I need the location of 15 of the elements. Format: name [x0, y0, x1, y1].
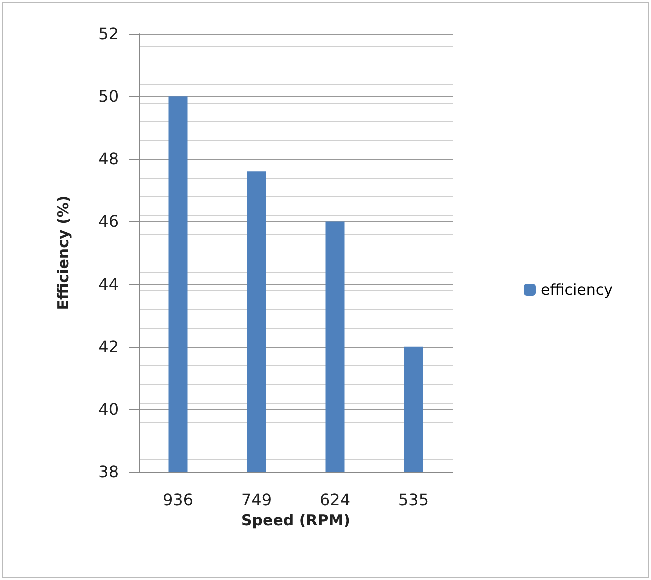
x-tick-label: 535: [398, 490, 430, 510]
y-tick-label: 42: [98, 337, 119, 356]
x-tick-label: 749: [241, 490, 272, 510]
y-axis-title: Efficiency (%): [54, 196, 72, 310]
y-tick-label: 52: [98, 24, 119, 44]
y-tick-label: 46: [98, 212, 119, 232]
legend-label: efficiency: [540, 281, 614, 299]
y-tick-label: 48: [98, 150, 119, 169]
x-tick-label: 624: [320, 490, 351, 510]
y-tick-label: 44: [98, 274, 119, 294]
y-tick-label: 50: [98, 87, 119, 106]
x-axis-title: Speed (RPM): [241, 511, 351, 530]
x-tick-label: 936: [162, 490, 194, 510]
y-tick-label: 38: [98, 462, 119, 482]
y-tick-label: 40: [98, 400, 119, 419]
